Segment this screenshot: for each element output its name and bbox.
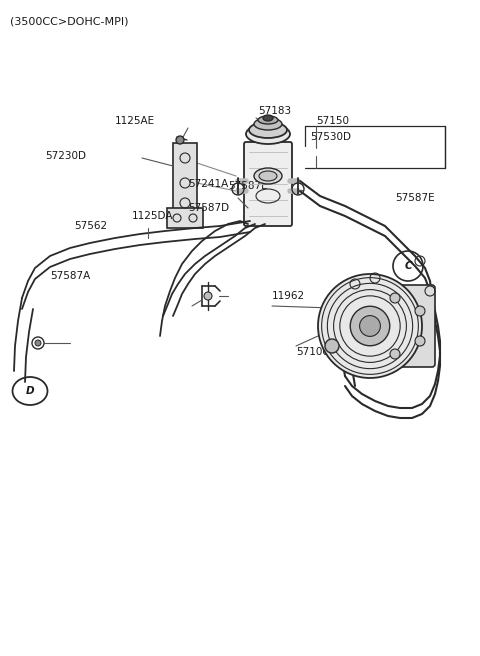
FancyBboxPatch shape	[244, 142, 292, 226]
Text: 57587E: 57587E	[228, 181, 268, 191]
Circle shape	[390, 293, 400, 303]
FancyBboxPatch shape	[377, 285, 435, 367]
Ellipse shape	[254, 118, 282, 130]
Ellipse shape	[258, 116, 278, 124]
Circle shape	[415, 306, 425, 316]
Circle shape	[204, 292, 212, 300]
Text: C: C	[404, 261, 412, 271]
Ellipse shape	[259, 171, 277, 181]
Circle shape	[415, 336, 425, 346]
Text: 1125AE: 1125AE	[115, 116, 155, 126]
Circle shape	[318, 274, 422, 378]
Text: 57150: 57150	[316, 116, 349, 126]
Circle shape	[176, 136, 184, 144]
Text: 57230D: 57230D	[45, 151, 86, 161]
Text: 57241A: 57241A	[188, 179, 228, 189]
Text: 57183: 57183	[258, 106, 291, 116]
FancyBboxPatch shape	[173, 143, 197, 213]
Ellipse shape	[249, 122, 287, 138]
FancyBboxPatch shape	[167, 208, 203, 228]
Text: 11962: 11962	[272, 291, 305, 301]
Text: 57587E: 57587E	[395, 193, 434, 203]
Text: 57587D: 57587D	[188, 203, 229, 213]
Circle shape	[325, 339, 339, 353]
Circle shape	[390, 349, 400, 359]
Text: 1125DA: 1125DA	[132, 211, 173, 221]
Text: 57530D: 57530D	[310, 132, 351, 142]
Circle shape	[35, 340, 41, 346]
Text: 57562: 57562	[74, 221, 107, 231]
Text: D: D	[26, 386, 34, 396]
Circle shape	[360, 316, 380, 337]
Ellipse shape	[246, 124, 290, 144]
Text: 57100: 57100	[296, 347, 329, 357]
Text: 57587A: 57587A	[50, 271, 90, 281]
Text: (3500CC>DOHC-MPI): (3500CC>DOHC-MPI)	[10, 16, 129, 26]
Ellipse shape	[263, 115, 273, 121]
Circle shape	[350, 306, 390, 346]
Ellipse shape	[254, 168, 282, 184]
